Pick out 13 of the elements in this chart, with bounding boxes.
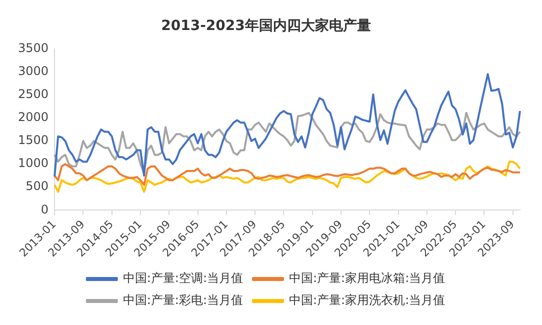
legend-label: 中国:产量:家用电冰箱:当月值 [289, 271, 446, 286]
y-tick-label: 500 [26, 179, 49, 194]
legend-label: 中国:产量:家用洗衣机:当月值 [289, 293, 446, 308]
y-tick-label: 0 [40, 202, 49, 216]
y-tick-label: 3500 [18, 40, 49, 55]
y-tick-label: 2000 [18, 110, 49, 124]
y-tick-label: 1500 [18, 133, 49, 148]
y-tick-label: 3000 [18, 64, 49, 78]
legend-label: 中国:产量:空调:当月值 [122, 271, 244, 286]
legend-label: 中国:产量:彩电:当月值 [122, 293, 244, 308]
chart-title: 2013-2023年国内四大家电产量 [161, 17, 371, 34]
y-tick-label: 1000 [18, 156, 49, 170]
y-tick-label: 2500 [18, 87, 49, 102]
